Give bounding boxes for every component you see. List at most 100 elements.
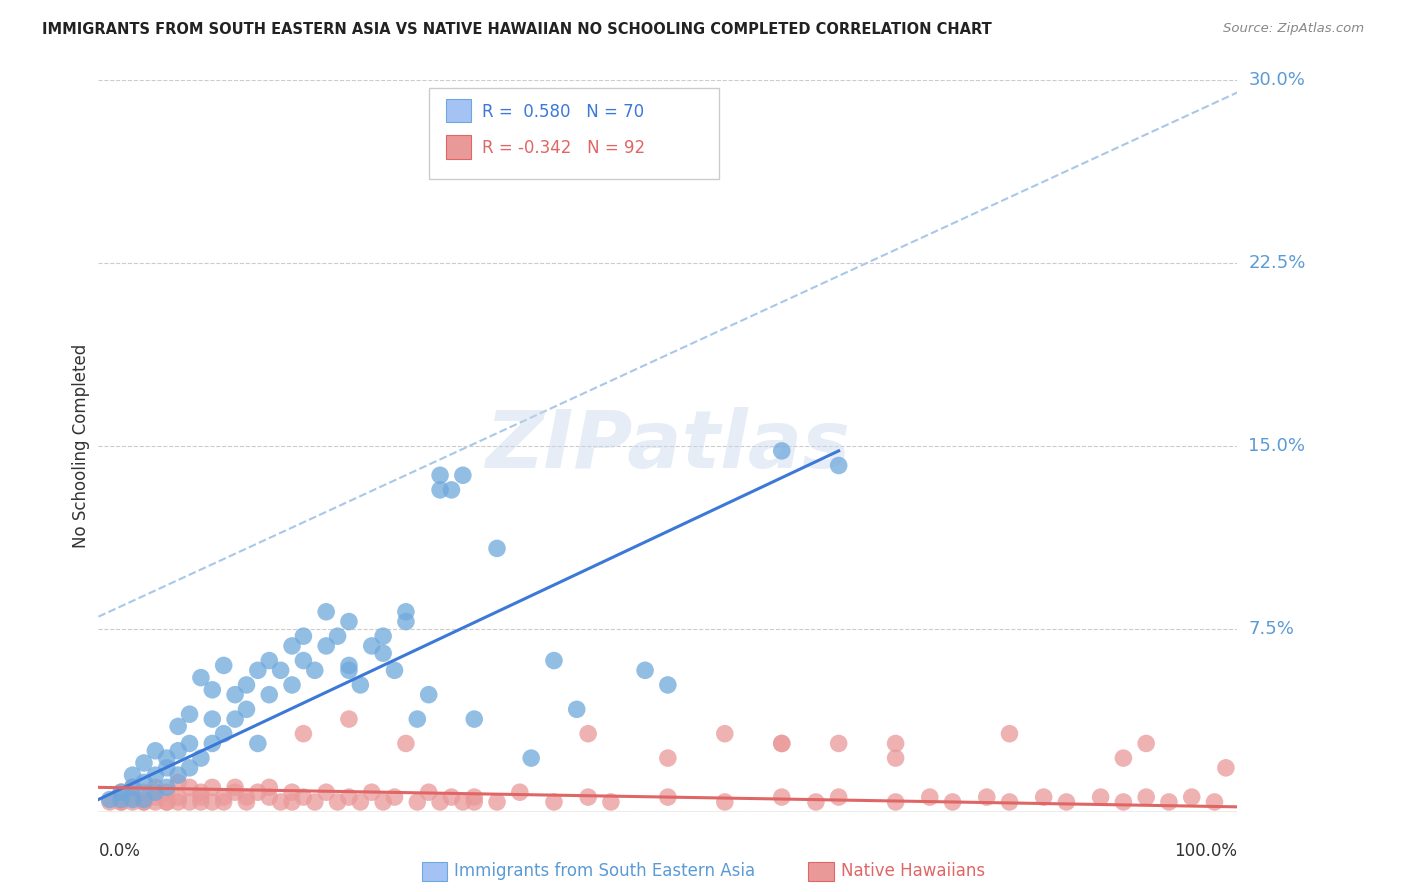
Point bbox=[360, 785, 382, 799]
Point bbox=[110, 792, 132, 806]
Point bbox=[360, 639, 382, 653]
FancyBboxPatch shape bbox=[429, 87, 718, 179]
Point bbox=[418, 688, 440, 702]
Point bbox=[337, 790, 360, 805]
Point bbox=[292, 629, 315, 643]
Point bbox=[190, 795, 212, 809]
Point bbox=[212, 795, 235, 809]
Point bbox=[828, 458, 851, 473]
Point bbox=[1157, 795, 1180, 809]
Point bbox=[281, 639, 304, 653]
Point bbox=[371, 629, 394, 643]
Point bbox=[429, 468, 451, 483]
Point bbox=[190, 790, 212, 805]
Point bbox=[770, 790, 793, 805]
Point bbox=[1054, 795, 1078, 809]
Point bbox=[714, 727, 737, 741]
Point bbox=[167, 719, 190, 733]
Point bbox=[486, 541, 509, 556]
Point bbox=[224, 688, 246, 702]
Point bbox=[224, 785, 246, 799]
Point bbox=[270, 663, 292, 677]
Point bbox=[976, 790, 998, 805]
Point bbox=[121, 768, 143, 782]
Point bbox=[509, 785, 531, 799]
Point bbox=[770, 736, 793, 750]
Point bbox=[337, 712, 360, 726]
Point bbox=[110, 795, 132, 809]
Point bbox=[212, 790, 235, 805]
Point bbox=[714, 795, 737, 809]
Text: Native Hawaiians: Native Hawaiians bbox=[841, 863, 986, 880]
Point bbox=[145, 780, 167, 795]
Point bbox=[235, 790, 257, 805]
Point bbox=[132, 756, 155, 770]
Point bbox=[884, 795, 907, 809]
Point bbox=[657, 790, 679, 805]
Point bbox=[657, 678, 679, 692]
Point bbox=[304, 663, 326, 677]
Point bbox=[337, 615, 360, 629]
Point bbox=[201, 780, 224, 795]
Point bbox=[371, 795, 394, 809]
Point bbox=[1204, 795, 1226, 809]
Point bbox=[281, 678, 304, 692]
Point bbox=[235, 702, 257, 716]
Point bbox=[179, 761, 201, 775]
Point bbox=[98, 795, 121, 809]
Point bbox=[224, 780, 246, 795]
Point bbox=[406, 795, 429, 809]
Point bbox=[281, 795, 304, 809]
Point bbox=[212, 658, 235, 673]
Point bbox=[395, 605, 418, 619]
Point bbox=[384, 663, 406, 677]
Point bbox=[167, 795, 190, 809]
Point bbox=[179, 736, 201, 750]
Point bbox=[235, 795, 257, 809]
Point bbox=[270, 795, 292, 809]
Point bbox=[429, 795, 451, 809]
Point bbox=[429, 483, 451, 497]
Text: Immigrants from South Eastern Asia: Immigrants from South Eastern Asia bbox=[454, 863, 755, 880]
Point bbox=[179, 707, 201, 722]
Point bbox=[884, 736, 907, 750]
Point bbox=[110, 795, 132, 809]
Point bbox=[224, 712, 246, 726]
Point bbox=[1135, 790, 1157, 805]
Point bbox=[110, 785, 132, 799]
Point bbox=[259, 654, 281, 668]
Point bbox=[121, 780, 143, 795]
Point bbox=[326, 629, 349, 643]
Text: 22.5%: 22.5% bbox=[1249, 254, 1306, 272]
Point bbox=[463, 790, 485, 805]
Point bbox=[657, 751, 679, 765]
Point bbox=[770, 736, 793, 750]
Text: 100.0%: 100.0% bbox=[1174, 842, 1237, 860]
Point bbox=[998, 795, 1021, 809]
Point bbox=[156, 751, 179, 765]
Point bbox=[384, 790, 406, 805]
Point bbox=[201, 795, 224, 809]
Point bbox=[440, 483, 463, 497]
Point bbox=[145, 744, 167, 758]
Point bbox=[201, 712, 224, 726]
Point bbox=[998, 727, 1021, 741]
Text: 30.0%: 30.0% bbox=[1249, 71, 1305, 89]
Point bbox=[246, 785, 269, 799]
Point bbox=[884, 751, 907, 765]
Point bbox=[440, 790, 463, 805]
Point bbox=[121, 795, 143, 809]
Point bbox=[167, 744, 190, 758]
Point bbox=[179, 795, 201, 809]
Point bbox=[1215, 761, 1237, 775]
Point bbox=[292, 654, 315, 668]
Point bbox=[156, 795, 179, 809]
Point bbox=[451, 795, 474, 809]
Point bbox=[259, 688, 281, 702]
Point bbox=[463, 712, 485, 726]
Point bbox=[156, 780, 179, 795]
Point bbox=[190, 671, 212, 685]
Point bbox=[145, 785, 167, 799]
Point bbox=[132, 775, 155, 789]
Text: 0.0%: 0.0% bbox=[98, 842, 141, 860]
